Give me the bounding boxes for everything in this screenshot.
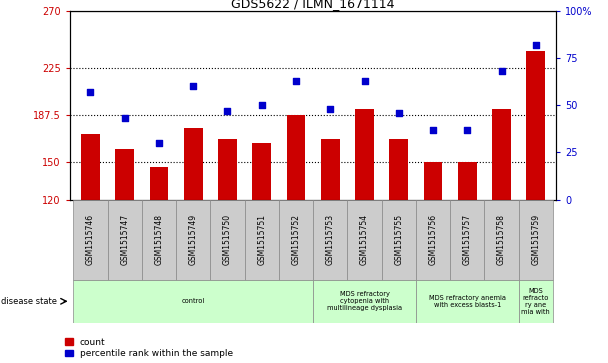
Text: GSM1515749: GSM1515749 [188, 214, 198, 265]
Bar [492, 109, 511, 200]
Title: GDS5622 / ILMN_1671114: GDS5622 / ILMN_1671114 [232, 0, 395, 10]
Point [463, 127, 472, 133]
Bar [218, 139, 237, 200]
FancyBboxPatch shape [313, 200, 347, 280]
Point [154, 140, 164, 146]
FancyBboxPatch shape [519, 280, 553, 323]
Point [223, 108, 232, 114]
Text: GSM1515755: GSM1515755 [394, 214, 403, 265]
Bar [458, 162, 477, 200]
Bar [321, 139, 340, 200]
Bar [355, 109, 374, 200]
FancyBboxPatch shape [485, 200, 519, 280]
Text: GSM1515756: GSM1515756 [429, 214, 438, 265]
Bar [389, 139, 408, 200]
FancyBboxPatch shape [416, 280, 519, 323]
FancyBboxPatch shape [142, 200, 176, 280]
FancyBboxPatch shape [210, 200, 244, 280]
Point [120, 115, 130, 121]
Text: GSM1515753: GSM1515753 [326, 214, 335, 265]
Text: GSM1515746: GSM1515746 [86, 214, 95, 265]
Text: GSM1515758: GSM1515758 [497, 214, 506, 265]
FancyBboxPatch shape [74, 280, 313, 323]
Point [428, 127, 438, 133]
Point [257, 102, 266, 108]
FancyBboxPatch shape [176, 200, 210, 280]
Bar [424, 162, 443, 200]
FancyBboxPatch shape [74, 200, 108, 280]
Text: GSM1515759: GSM1515759 [531, 214, 541, 265]
Point [86, 89, 95, 95]
Legend: count, percentile rank within the sample: count, percentile rank within the sample [65, 338, 233, 359]
Text: MDS refractory anemia
with excess blasts-1: MDS refractory anemia with excess blasts… [429, 295, 506, 308]
Text: GSM1515754: GSM1515754 [360, 214, 369, 265]
Bar [116, 149, 134, 200]
FancyBboxPatch shape [279, 200, 313, 280]
FancyBboxPatch shape [347, 200, 382, 280]
FancyBboxPatch shape [519, 200, 553, 280]
Text: control: control [182, 298, 205, 304]
FancyBboxPatch shape [244, 200, 279, 280]
Point [188, 83, 198, 89]
FancyBboxPatch shape [382, 200, 416, 280]
Point [497, 68, 506, 74]
Bar [286, 115, 305, 200]
Text: disease state: disease state [1, 297, 57, 306]
FancyBboxPatch shape [450, 200, 485, 280]
Point [325, 106, 335, 112]
FancyBboxPatch shape [313, 280, 416, 323]
Text: GSM1515748: GSM1515748 [154, 214, 164, 265]
Text: GSM1515751: GSM1515751 [257, 214, 266, 265]
Point [531, 42, 541, 48]
FancyBboxPatch shape [108, 200, 142, 280]
Text: GSM1515747: GSM1515747 [120, 214, 130, 265]
Bar [527, 51, 545, 200]
FancyBboxPatch shape [416, 200, 450, 280]
Text: GSM1515752: GSM1515752 [291, 214, 300, 265]
Text: GSM1515750: GSM1515750 [223, 214, 232, 265]
Bar [252, 143, 271, 200]
Point [394, 110, 404, 116]
Text: MDS
refracto
ry ane
mia with: MDS refracto ry ane mia with [522, 288, 550, 315]
Point [291, 78, 301, 83]
Text: MDS refractory
cytopenia with
multilineage dysplasia: MDS refractory cytopenia with multilinea… [327, 291, 402, 311]
Point [360, 78, 370, 83]
Bar [184, 128, 202, 200]
Bar [81, 134, 100, 200]
Text: GSM1515757: GSM1515757 [463, 214, 472, 265]
Bar [150, 167, 168, 200]
